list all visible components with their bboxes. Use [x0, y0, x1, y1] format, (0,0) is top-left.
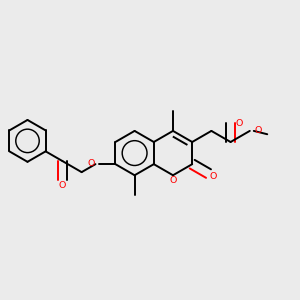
Text: O: O — [169, 176, 177, 185]
Text: O: O — [235, 119, 243, 128]
Text: O: O — [88, 159, 95, 168]
Text: O: O — [210, 172, 217, 181]
Text: O: O — [254, 126, 262, 135]
Text: O: O — [59, 181, 66, 190]
